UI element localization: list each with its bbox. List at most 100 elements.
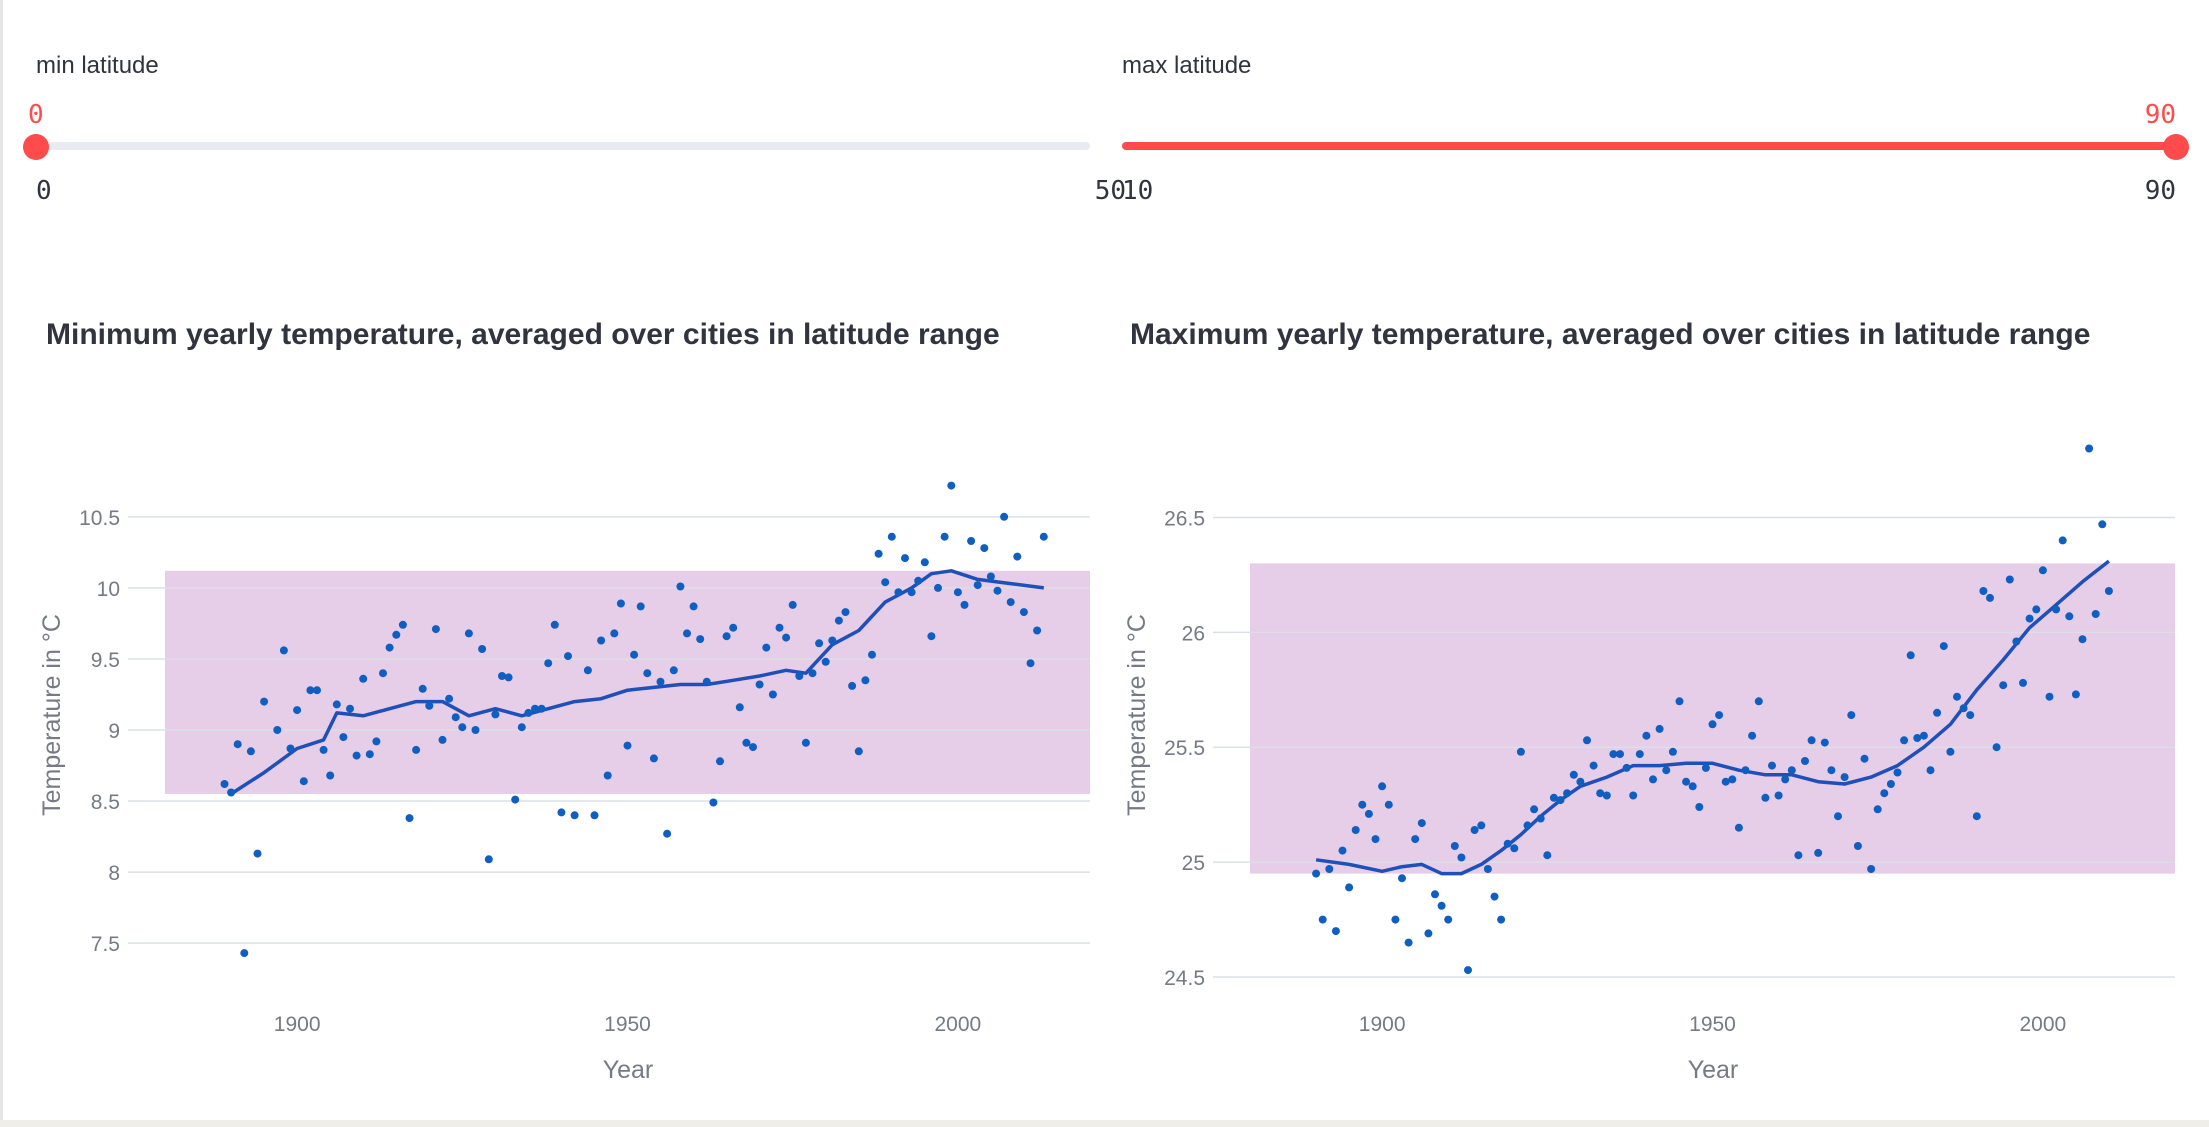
data-point [636,602,645,611]
data-point [914,576,923,585]
data-point [755,680,764,689]
data-point [1039,532,1048,541]
data-point [1622,763,1631,772]
data-point [1734,823,1743,832]
data-point [782,633,791,642]
data-point [868,650,876,659]
data-point [1834,812,1842,821]
data-point [2025,614,2034,623]
data-point [1682,777,1691,786]
min-latitude-thumb[interactable] [23,134,49,160]
data-point [623,741,632,750]
data-point [616,599,625,608]
data-point [2038,566,2047,575]
y-tick-label: 10.5 [79,507,120,530]
data-point [326,771,335,780]
data-point [716,757,724,766]
max-latitude-slider[interactable]: max latitude 90 10 90 [1122,30,2189,210]
max-latitude-label: max latitude [1122,52,1252,79]
data-point [834,616,843,625]
data-point [531,704,539,713]
min-latitude-label: min latitude [36,52,159,79]
data-point [1853,842,1862,850]
data-point [1814,848,1823,857]
min-latitude-track[interactable] [36,142,1090,150]
data-point [1695,803,1704,811]
data-point [841,608,850,617]
data-point [2091,610,2100,618]
data-point [564,652,572,661]
data-point [2032,605,2041,614]
data-point [676,582,685,591]
data-point [1754,697,1763,706]
data-point [1675,697,1684,706]
data-point [1371,835,1380,844]
data-point [1345,883,1354,892]
max-chart-y-axis-label: Temperature in °C [1125,614,1151,816]
data-point [1490,892,1499,901]
data-point [498,672,506,680]
data-point [729,623,738,632]
y-tick-label: 24.5 [1164,967,1205,990]
data-point [1933,708,1942,717]
data-point [1701,763,1710,772]
data-point [597,636,606,645]
data-point [927,632,936,641]
data-point [445,694,454,703]
data-point [1543,851,1552,860]
data-point [590,811,599,820]
data-point [709,798,718,807]
y-tick-label: 25.5 [1164,737,1205,760]
data-point [471,726,480,734]
data-point [359,674,368,683]
max-latitude-track[interactable] [1122,142,2176,150]
data-point [1503,839,1512,848]
data-point [1926,766,1935,775]
data-point [279,646,288,655]
data-point [2085,444,2094,453]
data-point [1318,915,1327,924]
data-point [1013,552,1022,561]
data-point [669,666,678,675]
data-point [438,735,447,744]
data-point [544,659,553,668]
data-point [1979,587,1988,595]
data-point [735,703,744,712]
min-latitude-slider[interactable]: min latitude 0 0 50 [23,30,1126,210]
data-point [610,629,619,638]
data-point [1549,793,1558,802]
data-point [332,700,341,709]
data-point [1398,874,1406,883]
data-point [524,708,533,717]
data-point [775,623,784,632]
trend-line [1315,559,2110,876]
min-latitude-current-value: 0 [28,100,44,130]
data-point [2058,536,2067,545]
data-point [2012,637,2021,646]
data-point [1536,814,1545,823]
y-tick-label: 8 [108,862,120,885]
trend-line [230,569,1045,796]
data-point [1919,731,1928,740]
data-point [815,639,824,648]
data-point [1781,775,1790,784]
data-point [663,829,672,838]
data-point [1596,789,1605,798]
data-point [451,713,460,722]
data-point [1602,791,1611,800]
max-latitude-thumb[interactable] [2163,134,2189,160]
data-point [2071,690,2080,699]
max-temp-chart-title: Maximum yearly temperature, averaged ove… [1130,318,2091,351]
data-point [379,669,387,678]
data-point [1880,789,1889,798]
data-point [511,795,520,804]
data-point [1358,800,1367,809]
data-point [1424,929,1433,938]
data-point [993,586,1002,595]
data-point [2005,575,2014,584]
data-point [1516,747,1525,756]
min-temperature-chart: 7.5 8 8.5 9 9.5 10 10.5 1900 1950 2000 Temperatur… [40,481,1090,1084]
x-tick-label: 1900 [1359,1013,1406,1036]
data-point [1893,768,1902,777]
data-point [1801,757,1809,765]
